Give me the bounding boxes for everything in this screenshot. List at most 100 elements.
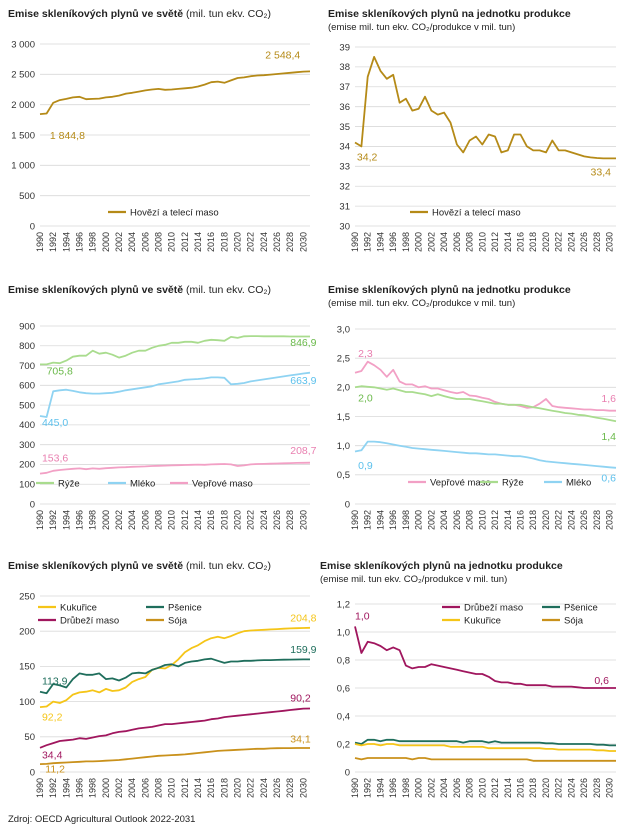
chart-panel-rice-milk-pork-total: Emise skleníkových plynů ve světě (mil. …: [0, 276, 320, 544]
x-tick-label: 2006: [452, 778, 462, 798]
x-tick-label: 2028: [285, 510, 295, 530]
x-tick-label: 1990: [350, 510, 360, 530]
x-tick-label: 2016: [206, 778, 216, 798]
legend-label: Rýže: [502, 477, 524, 488]
source-note: Zdroj: OECD Agricultural Outlook 2022-20…: [8, 814, 196, 825]
y-tick-label: 1,0: [337, 627, 350, 638]
x-tick-label: 2026: [272, 778, 282, 798]
x-tick-label: 2014: [503, 778, 513, 798]
x-tick-label: 1992: [363, 778, 373, 798]
y-tick-label: 200: [19, 460, 35, 471]
x-tick-label: 2010: [167, 778, 177, 798]
x-tick-label: 2024: [566, 232, 576, 252]
x-tick-label: 2030: [298, 232, 308, 252]
x-tick-label: 2008: [154, 510, 164, 530]
x-tick-label: 1992: [363, 510, 373, 530]
y-tick-label: 39: [339, 42, 350, 53]
x-tick-label: 1992: [48, 232, 58, 252]
x-tick-label: 2018: [528, 232, 538, 252]
x-tick-label: 2012: [490, 232, 500, 252]
gridlines: [40, 595, 310, 773]
legend-label: Kukuřice: [60, 602, 97, 613]
y-tick-label: 35: [339, 122, 350, 133]
y-tick-label: 32: [339, 182, 350, 193]
y-tick-label: 34: [339, 142, 350, 153]
x-tick-label: 2008: [154, 778, 164, 798]
x-tick-label: 2004: [127, 510, 137, 530]
y-tick-label: 0,2: [337, 739, 350, 750]
x-tick-label: 2026: [579, 510, 589, 530]
x-tick-label: 1992: [363, 232, 373, 252]
x-tick-label: 2000: [101, 510, 111, 530]
x-tick-label: 2016: [206, 232, 216, 252]
x-tick-label: 2004: [439, 232, 449, 252]
legend-label: Vepřové maso: [192, 478, 253, 489]
data-label: 208,7: [290, 445, 316, 457]
x-tick-label: 2010: [167, 510, 177, 530]
y-tick-label: 500: [19, 191, 35, 202]
data-label: 11,2: [45, 764, 65, 776]
x-tick-label: 2006: [140, 510, 150, 530]
x-tick-label: 2030: [298, 510, 308, 530]
x-tick-label: 2030: [605, 232, 615, 252]
x-tick-label: 2008: [154, 232, 164, 252]
x-tick-label: 1996: [75, 510, 85, 530]
y-tick-label: 700: [19, 361, 35, 372]
x-tick-label: 2006: [140, 778, 150, 798]
legend-label: Pšenice: [564, 602, 598, 613]
y-tick-label: 1 000: [11, 161, 35, 172]
x-tick-label: 2008: [465, 510, 475, 530]
x-tick-label: 2024: [259, 510, 269, 530]
x-tick-label: 2002: [114, 232, 124, 252]
x-tick-label: 2028: [592, 510, 602, 530]
chart-title: Emise skleníkových plynů ve světě (mil. …: [8, 284, 271, 296]
y-tick-label: 2,5: [337, 353, 350, 364]
series-line-mléko: [354, 440, 617, 469]
x-tick-label: 2016: [206, 510, 216, 530]
y-tick-label: 900: [19, 321, 35, 332]
series-line-hovězí-a-telecí-maso: [354, 56, 616, 160]
x-tick-label: 2020: [233, 510, 243, 530]
x-tick-label: 2002: [426, 778, 436, 798]
y-tick-label: 100: [19, 480, 35, 491]
data-label: 204,8: [290, 612, 316, 624]
y-tick-label: 300: [19, 440, 35, 451]
x-tick-label: 2012: [180, 778, 190, 798]
data-label: 33,4: [591, 166, 612, 178]
x-tick-label: 2012: [180, 232, 190, 252]
series-line-sója: [39, 747, 310, 765]
x-tick-label: 2014: [193, 778, 203, 798]
chart-title: Emise skleníkových plynů na jednotku pro…: [320, 560, 563, 585]
x-tick-label: 2008: [465, 778, 475, 798]
y-tick-label: 1,0: [337, 441, 350, 452]
x-tick-label: 1992: [48, 778, 58, 798]
legend-label: Hovězí a telecí maso: [130, 207, 219, 218]
y-tick-label: 50: [24, 732, 35, 743]
x-tick-label: 2030: [605, 510, 615, 530]
x-tick-label: 2018: [219, 232, 229, 252]
data-label: 0,6: [601, 472, 616, 484]
data-label: 90,2: [290, 693, 311, 705]
x-tick-label: 1998: [88, 510, 98, 530]
x-tick-label: 2022: [554, 232, 564, 252]
x-tick-label: 2000: [414, 510, 424, 530]
series-line-kukuřice: [354, 743, 616, 752]
data-label: 846,9: [290, 337, 316, 349]
x-tick-label: 2010: [477, 778, 487, 798]
data-label: 1,4: [601, 431, 616, 443]
data-label: 0,9: [358, 460, 373, 472]
chart-beef-intensity: 30 31 32 33 34 35 36 37 38 39 1990 1992 1994 1996 1998…: [339, 42, 616, 252]
x-tick-label: 1990: [35, 232, 45, 252]
x-tick-label: 2020: [233, 232, 243, 252]
series-line-hovězí-a-telecí-maso: [39, 70, 311, 115]
x-tick-label: 2018: [219, 778, 229, 798]
x-tick-label: 2010: [477, 232, 487, 252]
x-tick-label: 2012: [490, 510, 500, 530]
x-tick-label: 2020: [233, 778, 243, 798]
x-tick-label: 2000: [101, 232, 111, 252]
x-tick-label: 1998: [88, 778, 98, 798]
data-label: 2,3: [358, 348, 373, 360]
x-tick-label: 2004: [439, 778, 449, 798]
chart-rice-milk-pork-total: 0 100 200 300 400 500 600 700 800 900 1990 1992 1994…: [19, 321, 317, 530]
